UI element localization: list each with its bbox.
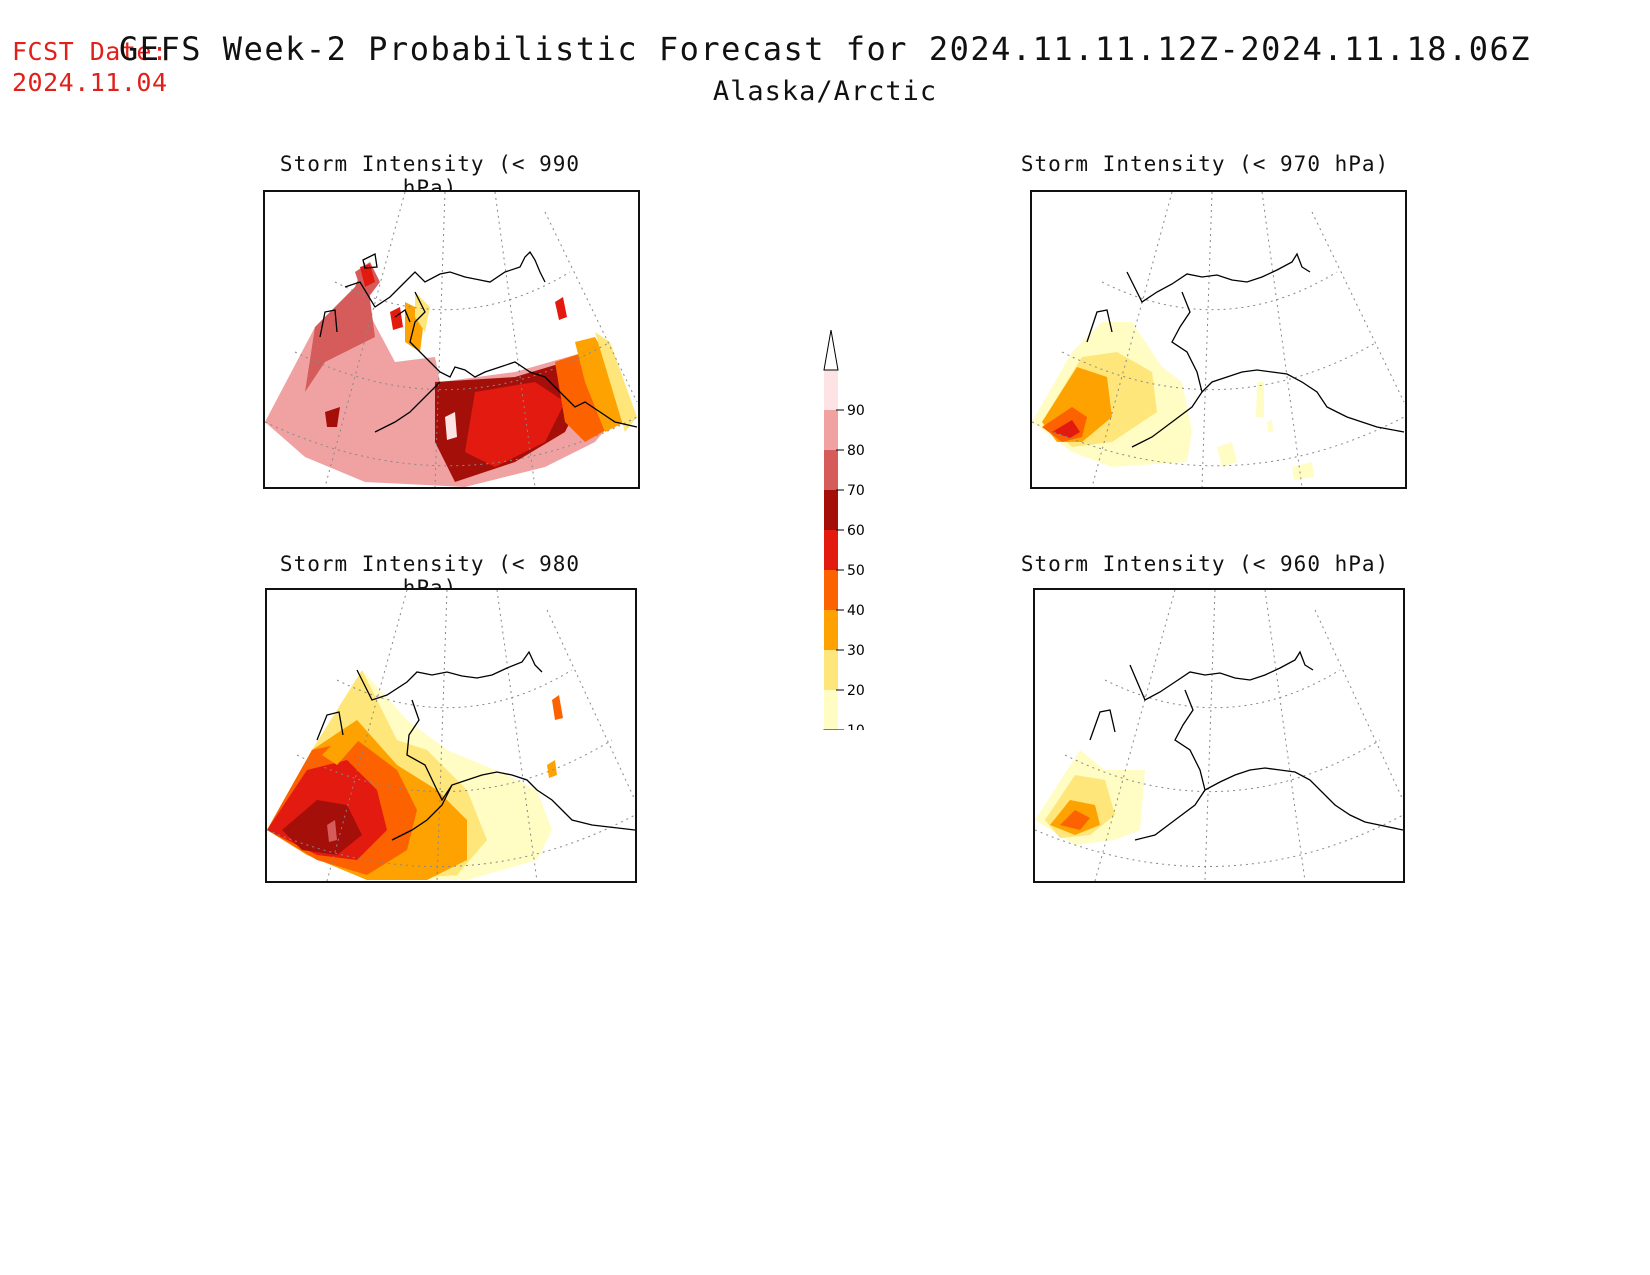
legend-swatch-3 (824, 570, 838, 610)
fcst-date-label: FCST Date: (12, 37, 168, 66)
legend-label-80: 80 (847, 443, 865, 459)
panel-title-970: Storm Intensity (< 970 hPa) (1020, 152, 1390, 176)
legend-label-30: 30 (847, 643, 865, 659)
coastline-980 (316, 650, 635, 841)
map-960 (1033, 588, 1405, 883)
probability-shading-980 (267, 670, 563, 880)
map-970 (1030, 190, 1407, 489)
legend-label-70: 70 (847, 483, 865, 499)
legend-label-10: 10 (847, 723, 865, 730)
map-990 (263, 190, 640, 489)
page-title: GEFS Week-2 Probabilistic Forecast for 2… (118, 30, 1532, 68)
legend-swatch-0 (824, 690, 838, 730)
graticule-980 (267, 590, 635, 881)
legend-label-50: 50 (847, 563, 865, 579)
probability-shading-990 (265, 262, 637, 487)
color-legend: 10 20 30 40 50 60 70 80 90 (820, 329, 900, 771)
coastline-970 (1086, 252, 1405, 448)
region-subtitle: Alaska/Arctic (712, 76, 938, 107)
legend-swatch-2 (824, 610, 838, 650)
legend-label-40: 40 (847, 603, 865, 619)
panel-title-980: Storm Intensity (< 980 hPa) (279, 552, 581, 600)
map-980 (265, 588, 637, 883)
legend-label-60: 60 (847, 523, 865, 539)
legend-swatch-5 (824, 490, 838, 530)
legend-upper-cap (823, 329, 839, 371)
coastline-990 (319, 250, 638, 433)
legend-label-90: 90 (847, 403, 865, 419)
graticule-990 (265, 192, 638, 487)
legend-swatch-6 (824, 450, 838, 490)
panel-title-960: Storm Intensity (< 960 hPa) (1020, 552, 1390, 576)
legend-swatch-1 (824, 650, 838, 690)
coastline-960 (1089, 650, 1403, 841)
fcst-date: FCST Date: 2024.11.04 (12, 36, 168, 98)
legend-label-20: 20 (847, 683, 865, 699)
legend-swatch-8 (824, 370, 838, 410)
legend-swatch-7 (824, 410, 838, 450)
probability-shading-970 (1032, 322, 1314, 480)
legend-swatch-4 (824, 530, 838, 570)
probability-shading-960 (1035, 750, 1145, 845)
fcst-date-value: 2024.11.04 (12, 68, 168, 97)
graticule-970 (1032, 192, 1405, 487)
graticule-960 (1035, 590, 1403, 881)
